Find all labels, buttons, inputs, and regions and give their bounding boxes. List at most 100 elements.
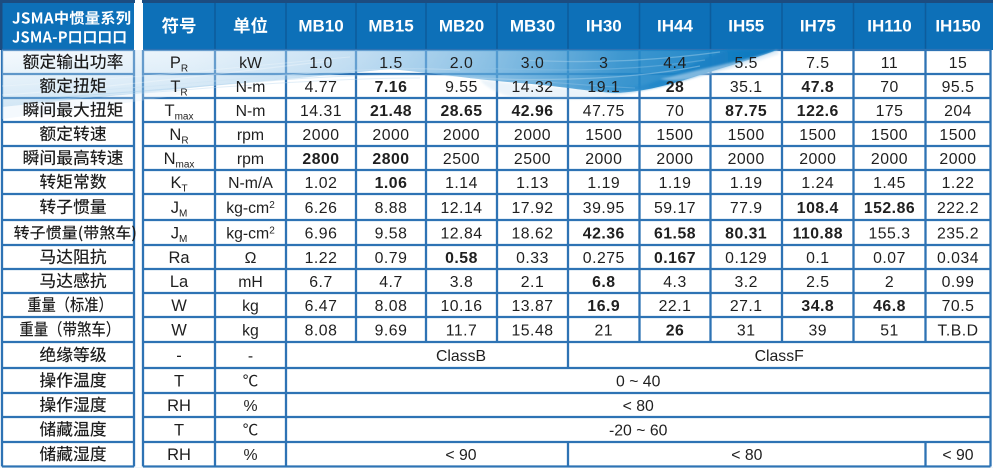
- svg-text:0.129: 0.129: [725, 250, 767, 267]
- svg-text:0.33: 0.33: [516, 250, 549, 267]
- svg-text:2: 2: [885, 274, 894, 291]
- svg-text:IH30: IH30: [586, 17, 622, 36]
- svg-text:MB20: MB20: [439, 17, 484, 36]
- svg-text:2800: 2800: [302, 151, 339, 168]
- svg-text:1.45: 1.45: [873, 175, 906, 192]
- svg-text:kg-cm2: kg-cm2: [226, 200, 275, 217]
- svg-text:rpm: rpm: [237, 127, 264, 144]
- svg-text:kW: kW: [239, 55, 262, 72]
- svg-text:< 80: < 80: [731, 447, 762, 464]
- svg-text:1.24: 1.24: [801, 175, 834, 192]
- svg-text:15.48: 15.48: [511, 322, 553, 339]
- svg-text:W: W: [171, 297, 187, 315]
- svg-text:0.58: 0.58: [445, 250, 478, 267]
- svg-text:3: 3: [599, 55, 608, 72]
- svg-text:11.7: 11.7: [446, 322, 478, 339]
- svg-text:1.02: 1.02: [305, 175, 338, 192]
- svg-text:1.14: 1.14: [445, 175, 478, 192]
- svg-text:10.16: 10.16: [440, 298, 482, 315]
- svg-text:3.2: 3.2: [734, 274, 757, 291]
- svg-text:4.77: 4.77: [305, 79, 338, 96]
- svg-text:70: 70: [666, 103, 685, 120]
- svg-text:kg: kg: [242, 322, 259, 339]
- svg-text:6.96: 6.96: [305, 225, 338, 242]
- svg-text:26: 26: [666, 322, 685, 339]
- svg-text:1.5: 1.5: [379, 55, 402, 72]
- svg-text:18.62: 18.62: [511, 225, 553, 242]
- svg-text:35.1: 35.1: [730, 79, 763, 96]
- svg-text:N-m: N-m: [236, 79, 266, 96]
- svg-text:8.88: 8.88: [375, 200, 408, 217]
- svg-text:28.65: 28.65: [440, 103, 482, 120]
- svg-text:2800: 2800: [372, 151, 409, 168]
- svg-text:IH55: IH55: [728, 17, 764, 36]
- svg-text:7.16: 7.16: [375, 79, 408, 96]
- svg-text:204: 204: [944, 103, 972, 120]
- svg-text:4.3: 4.3: [663, 274, 686, 291]
- svg-text:%: %: [243, 447, 257, 464]
- svg-text:8.08: 8.08: [305, 322, 338, 339]
- svg-text:N-m/A: N-m/A: [228, 175, 273, 192]
- svg-text:8.08: 8.08: [375, 298, 408, 315]
- svg-text:175: 175: [876, 103, 904, 120]
- svg-text:mH: mH: [238, 274, 263, 291]
- svg-text:1.0: 1.0: [309, 55, 332, 72]
- svg-text:0.275: 0.275: [583, 250, 625, 267]
- svg-text:MB10: MB10: [298, 17, 343, 36]
- svg-text:rpm: rpm: [237, 151, 264, 168]
- svg-text:87.75: 87.75: [725, 103, 767, 120]
- svg-text:2000: 2000: [728, 151, 765, 168]
- svg-text:1500: 1500: [871, 127, 908, 144]
- svg-text:Ω: Ω: [245, 250, 257, 267]
- svg-text:1500: 1500: [656, 127, 693, 144]
- svg-text:< 80: < 80: [623, 398, 654, 415]
- svg-text:77.9: 77.9: [730, 200, 763, 217]
- svg-text:70.5: 70.5: [942, 298, 975, 315]
- svg-text:15: 15: [949, 55, 968, 72]
- svg-text:0.99: 0.99: [942, 274, 975, 291]
- svg-text:T.B.D: T.B.D: [937, 322, 978, 339]
- svg-text:-20 ~ 60: -20 ~ 60: [609, 422, 668, 439]
- svg-text:6.47: 6.47: [305, 298, 338, 315]
- svg-text:1500: 1500: [799, 127, 836, 144]
- svg-text:46.8: 46.8: [873, 298, 906, 315]
- svg-text:T: T: [174, 372, 184, 390]
- svg-text:1.13: 1.13: [516, 175, 549, 192]
- svg-text:0.034: 0.034: [937, 250, 979, 267]
- svg-text:235.2: 235.2: [937, 225, 979, 242]
- svg-text:39: 39: [809, 322, 828, 339]
- svg-text:RH: RH: [167, 446, 191, 464]
- svg-text:222.2: 222.2: [937, 200, 979, 217]
- svg-text:2000: 2000: [372, 127, 409, 144]
- svg-text:2000: 2000: [871, 151, 908, 168]
- svg-text:1.19: 1.19: [587, 175, 620, 192]
- svg-text:47.75: 47.75: [583, 103, 625, 120]
- svg-text:4.7: 4.7: [379, 274, 402, 291]
- svg-text:RH: RH: [167, 397, 191, 415]
- svg-text:1500: 1500: [585, 127, 622, 144]
- svg-text:1.22: 1.22: [305, 250, 338, 267]
- svg-text:108.4: 108.4: [797, 200, 839, 217]
- svg-text:kg-cm2: kg-cm2: [226, 225, 275, 242]
- svg-text:13.87: 13.87: [511, 298, 553, 315]
- svg-text:0.79: 0.79: [375, 250, 408, 267]
- svg-text:-: -: [248, 348, 253, 365]
- svg-text:IH110: IH110: [867, 17, 911, 36]
- svg-text:47.8: 47.8: [801, 79, 834, 96]
- svg-text:0.167: 0.167: [654, 250, 696, 267]
- svg-text:2.0: 2.0: [450, 55, 473, 72]
- svg-text:< 90: < 90: [445, 447, 476, 464]
- svg-text:9.69: 9.69: [375, 322, 408, 339]
- svg-text:%: %: [243, 398, 257, 415]
- svg-text:14.31: 14.31: [300, 103, 342, 120]
- svg-text:152.86: 152.86: [864, 200, 915, 217]
- svg-text:122.6: 122.6: [797, 103, 839, 120]
- svg-text:11: 11: [881, 55, 898, 72]
- svg-text:22.1: 22.1: [659, 298, 692, 315]
- svg-text:95.5: 95.5: [942, 79, 975, 96]
- svg-text:2000: 2000: [799, 151, 836, 168]
- svg-text:N-m: N-m: [236, 103, 266, 120]
- svg-text:3.0: 3.0: [521, 55, 544, 72]
- svg-text:80.31: 80.31: [725, 225, 767, 242]
- svg-text:4.4: 4.4: [663, 55, 686, 72]
